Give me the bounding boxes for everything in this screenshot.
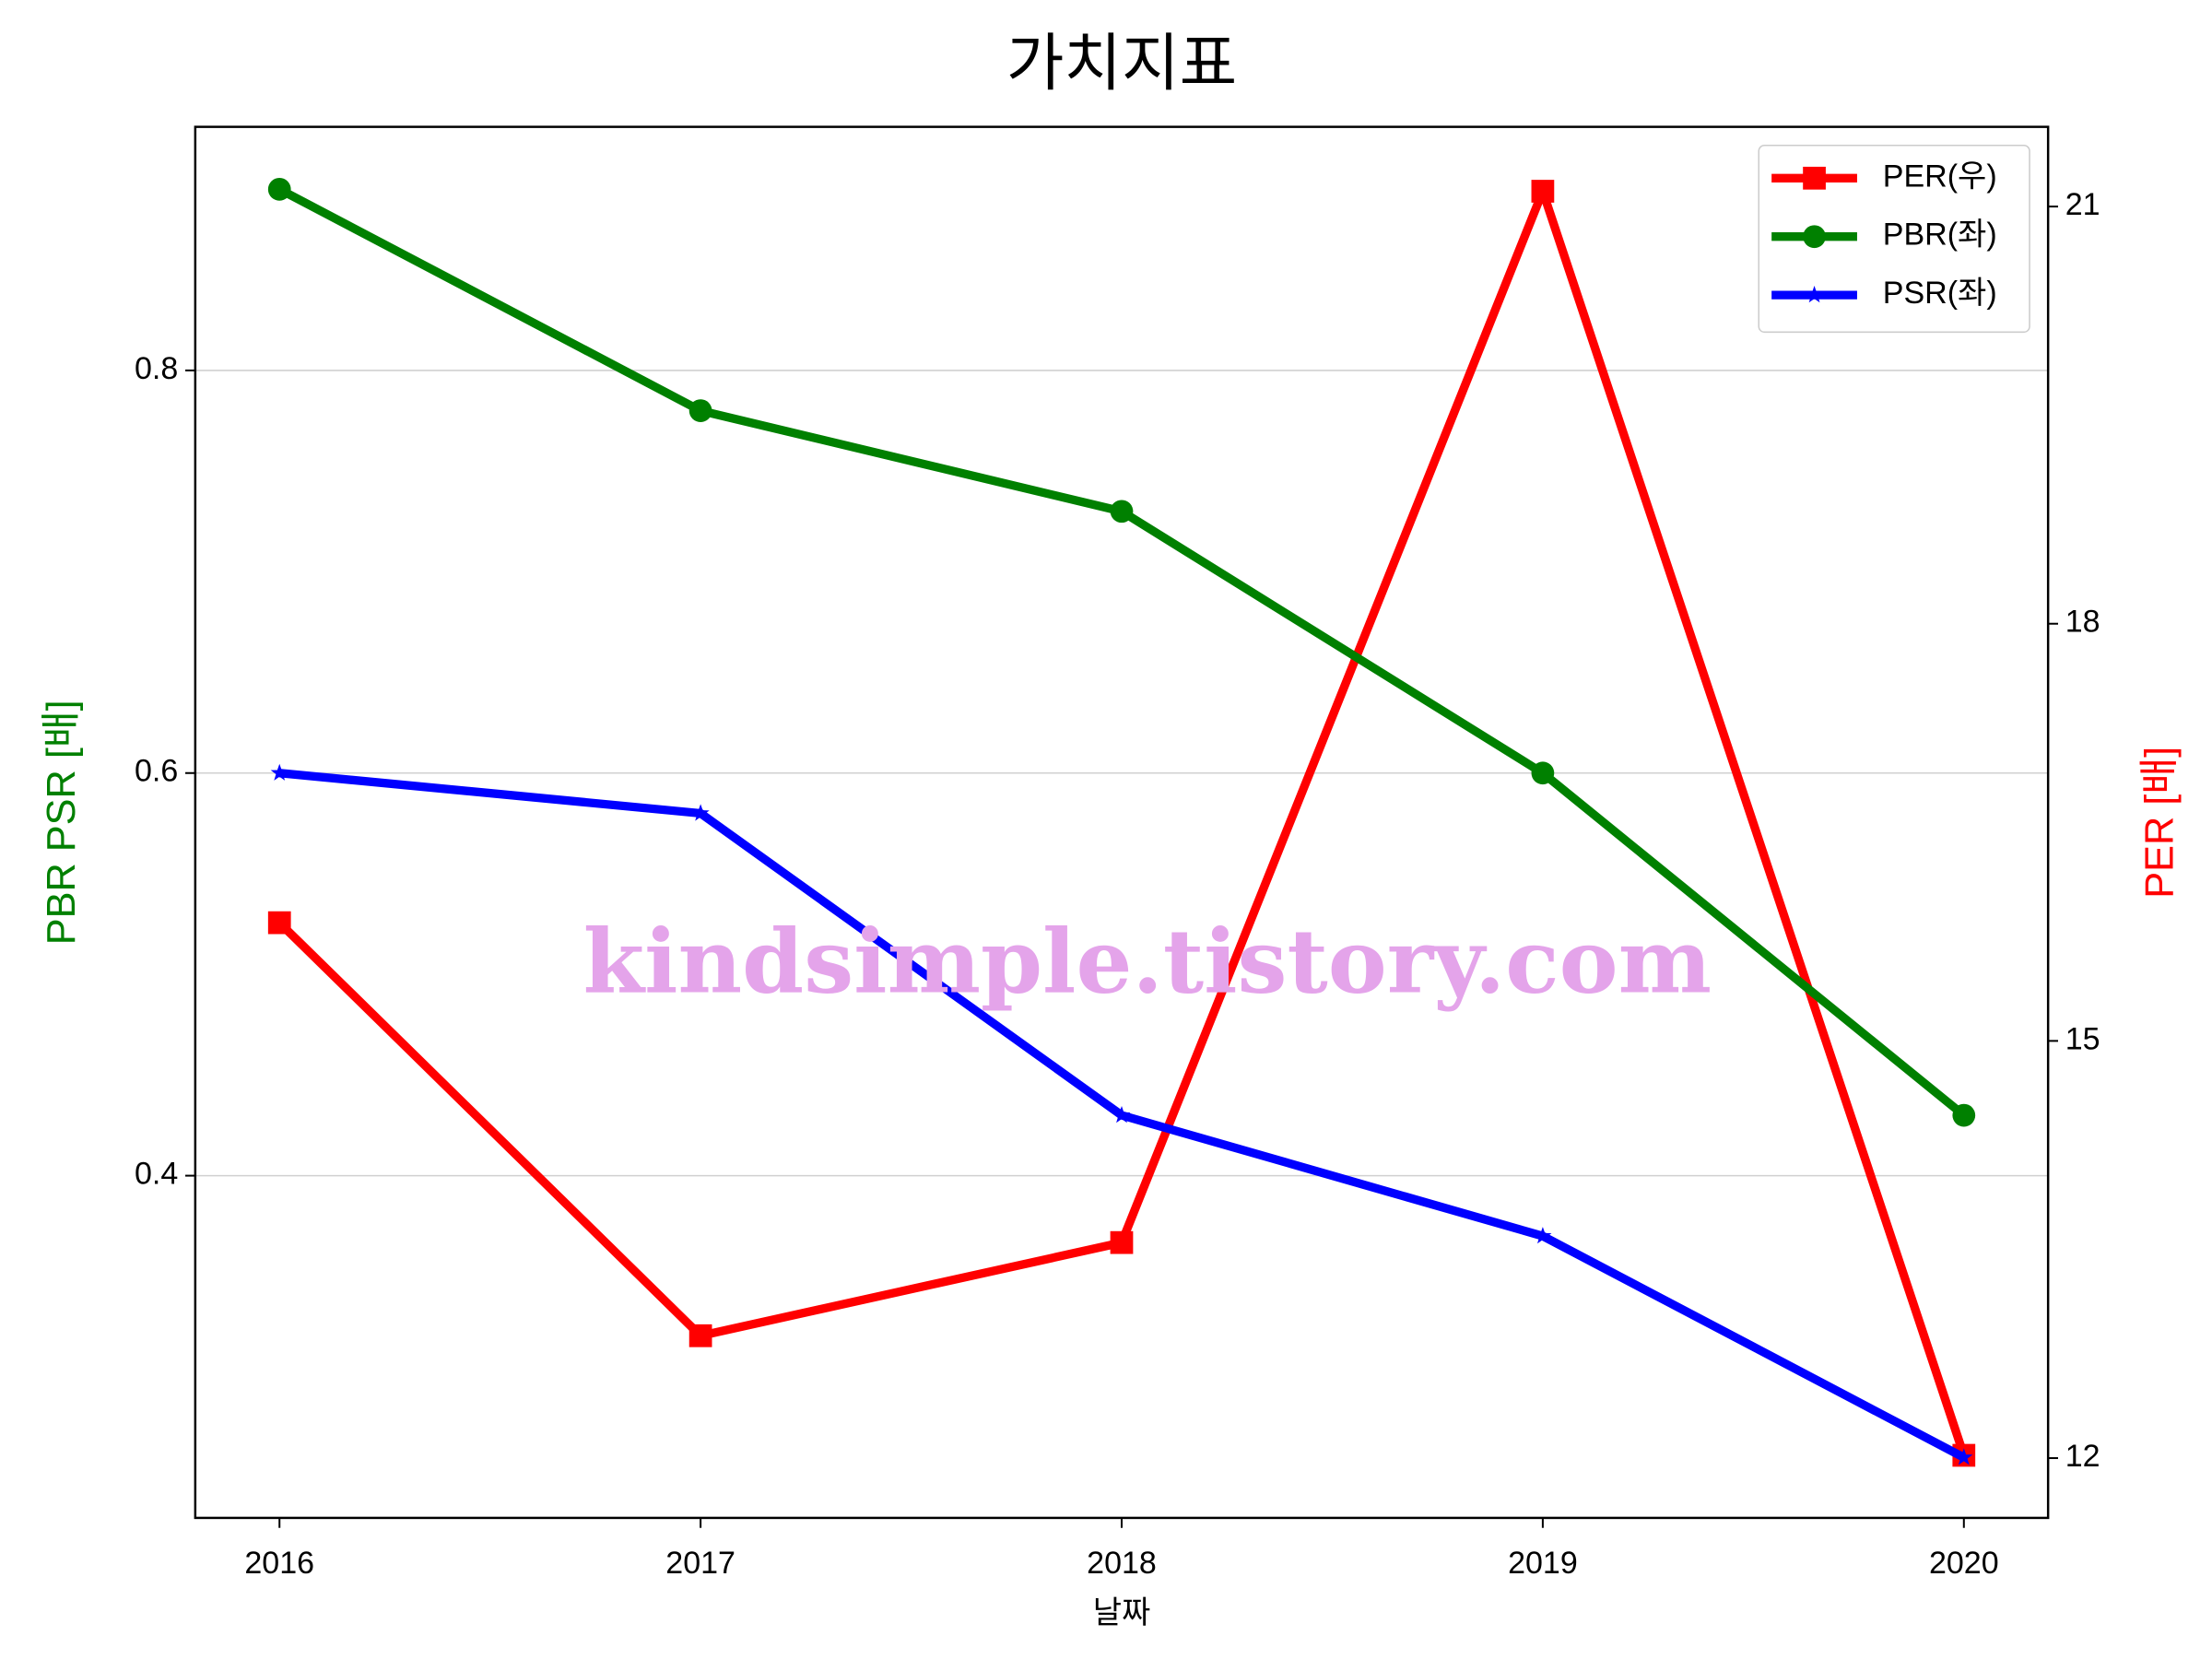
legend: PER(우) PBR(좌) PSR(좌) <box>1758 144 2030 334</box>
legend-label: PBR(좌) <box>1883 218 1997 253</box>
marker <box>270 763 288 781</box>
marker <box>267 911 291 935</box>
y-tick-label: 0.4 <box>135 1157 178 1192</box>
x-tick-label: 2020 <box>1929 1546 1999 1581</box>
y2-axis-label: PER [배] <box>2137 747 2182 899</box>
chart-title: 가치지표 <box>1006 29 1237 99</box>
y-tick-label: 0.6 <box>135 754 178 789</box>
y-axis-label: PBR PSR [배] <box>40 700 84 945</box>
legend-marker <box>1803 225 1826 249</box>
legend-box <box>1758 144 2030 334</box>
plot-area <box>267 177 1976 1467</box>
legend-marker <box>1805 286 1824 303</box>
x-axis-label: 날짜 <box>1093 1595 1151 1630</box>
y2-tick-label: 15 <box>2065 1021 2100 1056</box>
y2-tick-label: 21 <box>2065 187 2100 222</box>
x-tick-label: 2018 <box>1087 1546 1157 1581</box>
marker <box>688 399 712 422</box>
y-tick-label: 0.8 <box>135 351 178 386</box>
marker <box>1534 1227 1552 1244</box>
legend-label: PSR(좌) <box>1883 276 1997 311</box>
marker <box>688 1324 712 1347</box>
watermark: kindsimple.tistory.com <box>583 909 1712 1013</box>
y2-tick-label: 18 <box>2065 605 2100 640</box>
x-tick-label: 2017 <box>665 1546 735 1581</box>
marker <box>1110 1230 1134 1254</box>
marker <box>1531 180 1555 203</box>
marker <box>1952 1103 1976 1127</box>
marker <box>267 177 291 201</box>
marker <box>691 804 710 821</box>
x-tick-label: 2016 <box>244 1546 314 1581</box>
marker <box>1112 1106 1131 1124</box>
legend-label: PER(우) <box>1883 159 1997 194</box>
x-tick-label: 2019 <box>1508 1546 1578 1581</box>
y2-tick-label: 12 <box>2065 1439 2100 1474</box>
legend-marker <box>1803 166 1826 190</box>
marker <box>1955 1448 1973 1465</box>
plot-frame <box>194 125 2050 1520</box>
marker <box>1110 500 1134 524</box>
marker <box>1531 761 1555 785</box>
